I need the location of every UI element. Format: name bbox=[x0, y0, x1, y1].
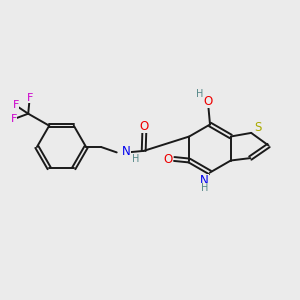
Text: F: F bbox=[26, 93, 33, 103]
Text: O: O bbox=[204, 95, 213, 108]
Text: H: H bbox=[196, 88, 204, 99]
Text: N: N bbox=[200, 174, 209, 188]
Text: F: F bbox=[12, 100, 19, 110]
Text: O: O bbox=[163, 152, 172, 166]
Text: H: H bbox=[132, 154, 139, 164]
Text: S: S bbox=[254, 121, 262, 134]
Text: F: F bbox=[11, 114, 17, 124]
Text: H: H bbox=[201, 183, 208, 193]
Text: N: N bbox=[122, 145, 131, 158]
Text: O: O bbox=[140, 120, 149, 133]
